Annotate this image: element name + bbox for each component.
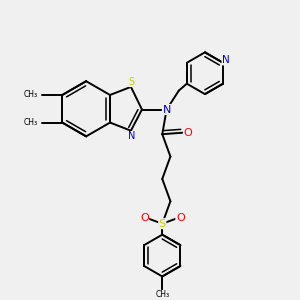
Text: N: N: [162, 104, 171, 115]
Text: S: S: [159, 219, 166, 229]
Text: CH₃: CH₃: [23, 118, 38, 127]
Text: O: O: [183, 128, 192, 138]
Text: CH₃: CH₃: [155, 290, 169, 299]
Text: N: N: [128, 131, 136, 142]
Text: N: N: [222, 55, 230, 65]
Text: O: O: [176, 213, 184, 224]
Text: CH₃: CH₃: [23, 91, 38, 100]
Text: O: O: [140, 213, 148, 224]
Text: S: S: [129, 76, 135, 87]
